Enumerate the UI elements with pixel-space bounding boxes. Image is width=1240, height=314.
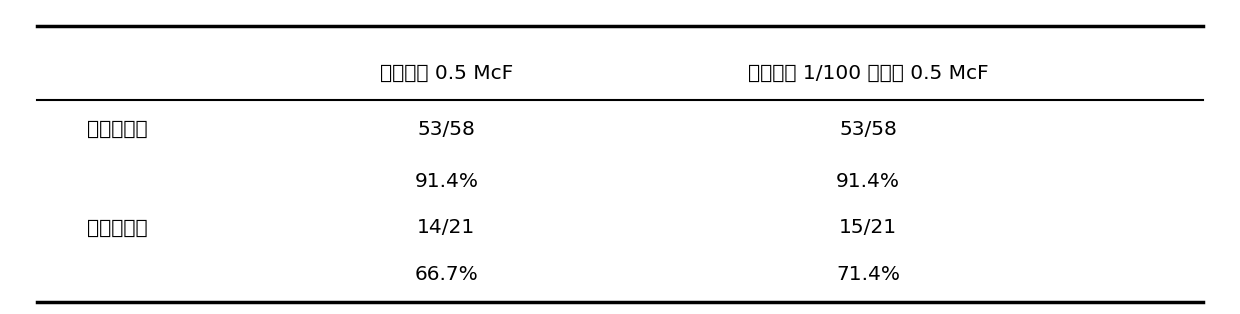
Text: 53/58: 53/58 bbox=[418, 120, 475, 139]
Text: 接种物： 1/100 稀释的 0.5 McF: 接种物： 1/100 稀释的 0.5 McF bbox=[748, 64, 988, 83]
Text: 66.7%: 66.7% bbox=[414, 265, 479, 284]
Text: 检测灵敏度: 检测灵敏度 bbox=[87, 120, 148, 139]
Text: 71.4%: 71.4% bbox=[836, 265, 900, 284]
Text: 接种物： 0.5 McF: 接种物： 0.5 McF bbox=[379, 64, 513, 83]
Text: 91.4%: 91.4% bbox=[836, 172, 900, 191]
Text: 91.4%: 91.4% bbox=[414, 172, 479, 191]
Text: 14/21: 14/21 bbox=[418, 219, 475, 237]
Text: 15/21: 15/21 bbox=[839, 219, 897, 237]
Text: 53/58: 53/58 bbox=[839, 120, 897, 139]
Text: 检测特异性: 检测特异性 bbox=[87, 219, 148, 237]
